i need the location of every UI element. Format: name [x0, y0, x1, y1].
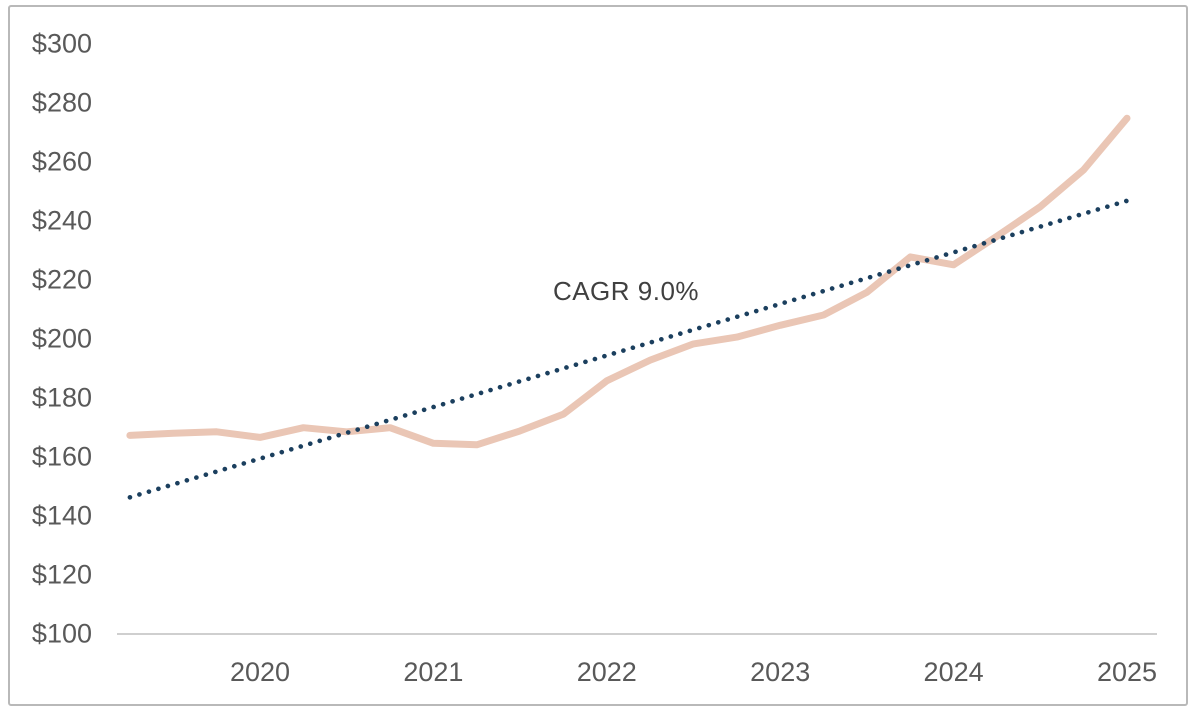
- y-tick-label: $180: [32, 383, 92, 413]
- x-tick-label: 2022: [577, 657, 637, 687]
- y-tick-label: $240: [32, 206, 92, 236]
- x-tick-label: 2024: [924, 657, 984, 687]
- y-tick-label: $120: [32, 560, 92, 590]
- y-tick-label: $260: [32, 147, 92, 177]
- y-tick-label: $140: [32, 501, 92, 531]
- y-tick-label: $280: [32, 88, 92, 118]
- x-tick-label: 2020: [230, 657, 290, 687]
- x-tick-label: 2023: [750, 657, 810, 687]
- y-tick-label: $220: [32, 265, 92, 295]
- y-tick-label: $100: [32, 619, 92, 649]
- y-tick-label: $200: [32, 324, 92, 354]
- cagr-annotation: CAGR 9.0%: [552, 276, 700, 306]
- value-line: [126, 114, 1131, 449]
- y-tick-label: $160: [32, 442, 92, 472]
- chart-frame: [8, 5, 1188, 706]
- y-tick-label: $300: [32, 29, 92, 59]
- x-tick-label: 2025: [1097, 657, 1157, 687]
- x-tick-label: 2021: [403, 657, 463, 687]
